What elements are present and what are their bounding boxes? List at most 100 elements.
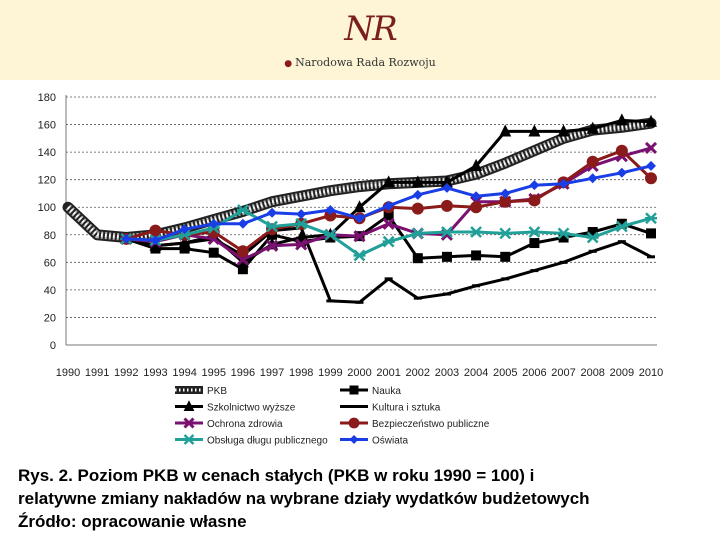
data-point bbox=[470, 201, 483, 214]
legend-item: Nauka bbox=[340, 385, 401, 397]
data-point bbox=[208, 218, 219, 229]
x-tick-label: 2003 bbox=[435, 367, 459, 379]
data-point bbox=[471, 250, 482, 261]
data-point bbox=[530, 269, 539, 273]
data-point bbox=[236, 204, 249, 216]
caption-line-1: Rys. 2. Poziom PKB w cenach stałych (PKB… bbox=[18, 466, 535, 485]
data-point bbox=[180, 241, 189, 245]
data-point bbox=[266, 220, 279, 233]
data-point bbox=[615, 220, 628, 233]
data-point bbox=[348, 417, 360, 429]
data-point bbox=[617, 240, 626, 244]
x-tick-label: 1995 bbox=[202, 367, 226, 379]
data-point bbox=[647, 255, 655, 259]
data-point bbox=[411, 175, 424, 188]
data-point bbox=[325, 204, 336, 215]
data-point bbox=[121, 233, 132, 244]
data-point bbox=[616, 167, 627, 178]
data-point bbox=[615, 144, 628, 157]
data-point bbox=[586, 121, 599, 134]
x-tick-label: 2002 bbox=[406, 367, 430, 379]
data-point bbox=[500, 251, 511, 262]
data-point bbox=[471, 191, 482, 202]
data-point bbox=[558, 232, 569, 243]
data-point bbox=[528, 124, 541, 137]
data-point bbox=[265, 239, 279, 252]
x-tick-label: 2009 bbox=[610, 367, 634, 379]
data-point bbox=[441, 251, 452, 262]
y-tick-label: 140 bbox=[38, 147, 56, 159]
data-point bbox=[383, 200, 394, 211]
legend-label: Obsługa długu publicznego bbox=[207, 436, 328, 447]
header-banner: NR ● Narodowa Rada Rozwoju bbox=[0, 0, 720, 80]
marker-stroke bbox=[183, 417, 195, 429]
data-point bbox=[645, 212, 657, 225]
marker-stroke bbox=[353, 230, 366, 243]
data-point bbox=[296, 209, 307, 220]
data-point bbox=[615, 113, 628, 126]
y-tick-label: 120 bbox=[38, 175, 56, 187]
data-point bbox=[558, 178, 569, 189]
y-tick-label: 20 bbox=[44, 312, 56, 324]
data-point bbox=[237, 264, 248, 275]
caption-line-3: Źródło: opracowanie własne bbox=[18, 512, 247, 531]
data-point bbox=[501, 277, 510, 281]
data-point bbox=[382, 217, 395, 230]
y-tick-label: 0 bbox=[50, 340, 56, 352]
y-tick-label: 80 bbox=[44, 230, 56, 242]
data-point bbox=[472, 284, 481, 288]
data-point bbox=[179, 224, 190, 235]
data-point bbox=[150, 235, 161, 246]
marker-stroke bbox=[265, 239, 279, 252]
legend-item: Kultura i sztuka bbox=[340, 403, 441, 414]
data-point bbox=[645, 114, 657, 127]
series-o-wiata bbox=[121, 160, 656, 246]
data-point bbox=[149, 224, 162, 237]
data-point bbox=[440, 199, 453, 212]
data-point bbox=[183, 417, 195, 429]
data-point bbox=[384, 277, 393, 281]
data-point bbox=[183, 400, 195, 411]
x-tick-label: 2008 bbox=[580, 367, 604, 379]
legend-item: Oświata bbox=[340, 435, 409, 447]
logo-org-name: ● Narodowa Rada Rozwoju bbox=[270, 56, 450, 69]
x-tick-label: 2007 bbox=[551, 367, 575, 379]
marker-stroke bbox=[382, 217, 395, 230]
axes: 0 20 40 60 80 100 120 140 160 180 1990 1991 1992 1993… bbox=[38, 92, 664, 379]
data-point bbox=[528, 194, 541, 207]
data-point bbox=[499, 124, 512, 137]
data-point bbox=[413, 296, 422, 300]
x-tick-label: 2006 bbox=[522, 367, 546, 379]
legend-item: Szkolnictwo wyższe bbox=[175, 400, 296, 414]
data-point bbox=[237, 218, 248, 229]
marker-stroke bbox=[644, 141, 658, 155]
data-point bbox=[644, 141, 658, 155]
legend-item: Bezpieczeństwo publiczne bbox=[340, 417, 490, 430]
marker-stroke bbox=[295, 238, 308, 251]
data-point bbox=[183, 434, 195, 445]
x-tick-label: 1991 bbox=[85, 367, 109, 379]
y-tick-label: 100 bbox=[38, 202, 56, 214]
data-point bbox=[557, 124, 570, 137]
x-tick-label: 1990 bbox=[56, 367, 80, 379]
x-tick-label: 2005 bbox=[493, 367, 517, 379]
data-point bbox=[295, 217, 308, 230]
figure-caption: Rys. 2. Poziom PKB w cenach stałych (PKB… bbox=[18, 464, 708, 533]
caption-line-2: relatywne zmiany nakładów na wybrane dzi… bbox=[18, 489, 590, 508]
legend-label: Kultura i sztuka bbox=[372, 403, 441, 414]
data-point bbox=[588, 249, 597, 253]
x-tick-label: 2001 bbox=[376, 367, 400, 379]
data-point bbox=[326, 299, 335, 303]
data-point bbox=[412, 189, 423, 200]
x-tick-label: 1999 bbox=[318, 367, 342, 379]
x-tick-label: 1992 bbox=[114, 367, 138, 379]
x-tick-label: 1993 bbox=[143, 367, 167, 379]
logo-mark: NR bbox=[344, 9, 397, 49]
data-point bbox=[354, 213, 365, 224]
y-tick-label: 40 bbox=[44, 285, 56, 297]
legend-item: Ochrona zdrowia bbox=[175, 417, 283, 430]
data-point bbox=[529, 238, 540, 249]
data-point bbox=[324, 228, 337, 241]
legend-label: Bezpieczeństwo publiczne bbox=[372, 419, 490, 430]
data-point bbox=[151, 244, 160, 248]
